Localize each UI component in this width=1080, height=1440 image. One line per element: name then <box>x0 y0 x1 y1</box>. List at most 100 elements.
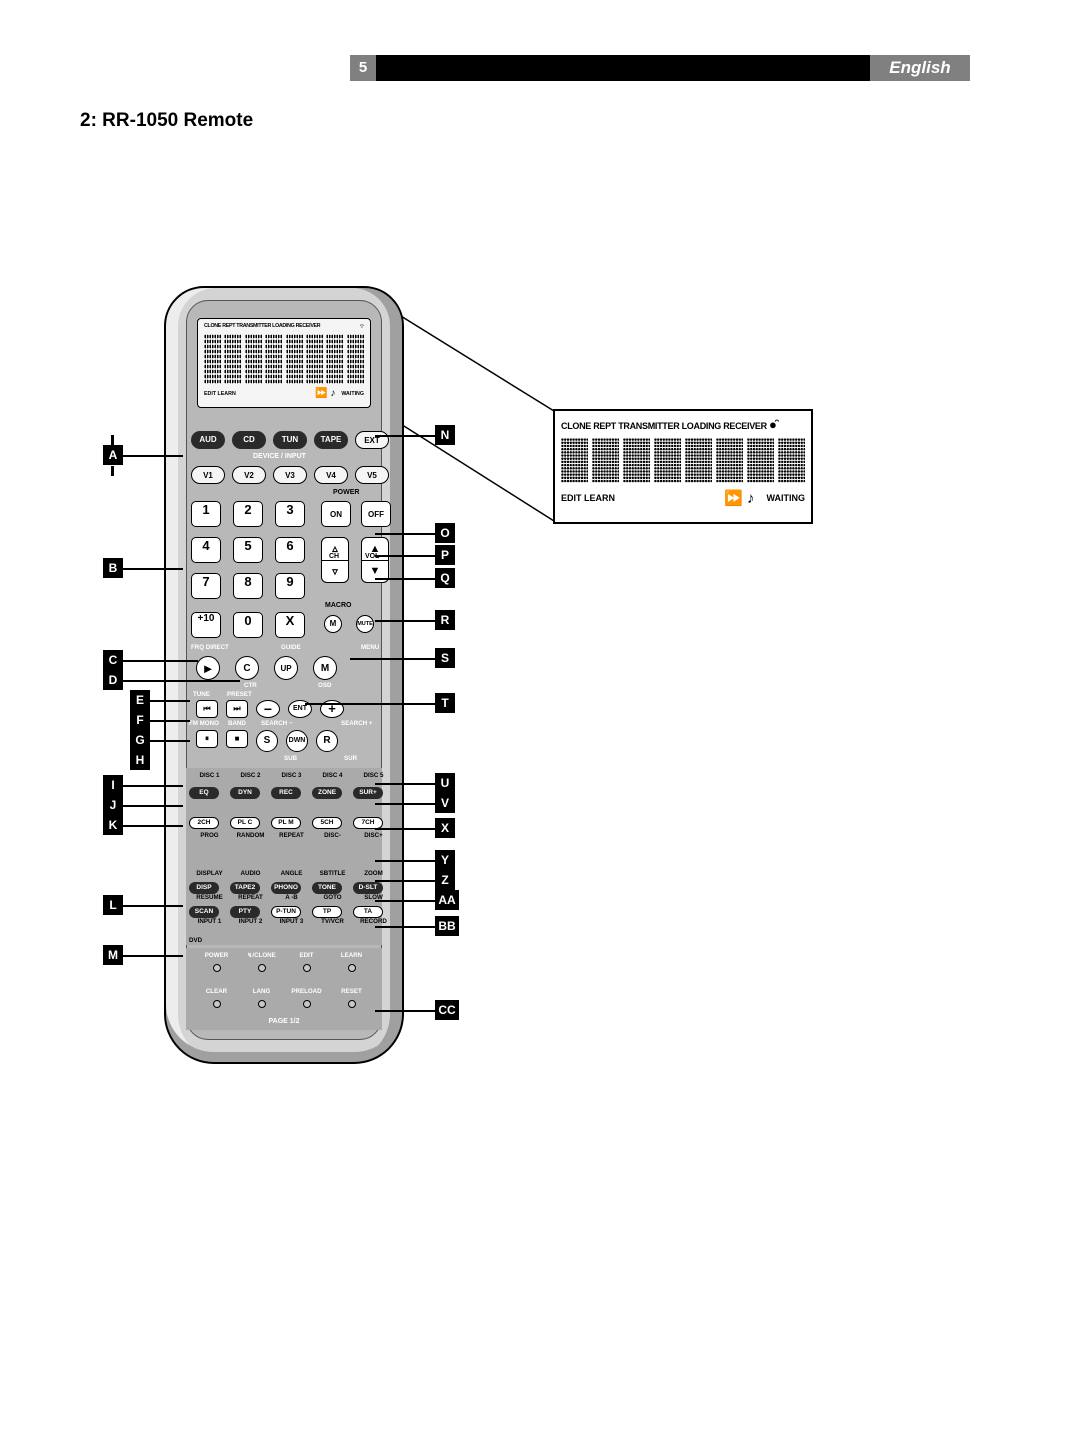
nav-c[interactable]: C <box>235 656 259 680</box>
lbl-sm: SEARCH − <box>261 720 292 727</box>
vol-rocker[interactable]: ▲ ▼ <box>361 537 389 583</box>
callout-O: O <box>435 523 455 543</box>
rec[interactable]: REC <box>271 787 301 799</box>
language: English <box>870 55 970 81</box>
lbl-guide: GUIDE <box>281 644 301 651</box>
macro-m[interactable]: M <box>324 615 342 633</box>
nav-r[interactable]: R <box>316 730 338 752</box>
nav-minus[interactable]: − <box>256 700 280 718</box>
lbl-osd: OSD <box>318 682 331 689</box>
callout-CC: CC <box>435 1000 459 1020</box>
num-2[interactable]: 2 <box>233 501 263 527</box>
btn-aud[interactable]: AUD <box>191 431 225 449</box>
num-4[interactable]: 4 <box>191 537 221 563</box>
callout-B: B <box>103 558 123 578</box>
btn-v1[interactable]: V1 <box>191 466 225 484</box>
power-on[interactable]: ON <box>321 501 351 527</box>
b-clone[interactable] <box>258 964 266 972</box>
btn-tape[interactable]: TAPE <box>314 431 348 449</box>
b-lang[interactable] <box>258 1000 266 1008</box>
eq[interactable]: EQ <box>189 787 219 799</box>
2ch[interactable]: 2CH <box>189 817 219 829</box>
btn-v4[interactable]: V4 <box>314 466 348 484</box>
btn-v3[interactable]: V3 <box>273 466 307 484</box>
stop[interactable]: ■ <box>226 730 248 748</box>
btn-ext[interactable]: EXT <box>355 431 389 449</box>
power-label: POWER <box>333 489 359 496</box>
btn-tun[interactable]: TUN <box>273 431 307 449</box>
play[interactable]: ► <box>196 656 220 680</box>
num-0[interactable]: 0 <box>233 612 263 638</box>
callout-R: R <box>435 610 455 630</box>
num-3[interactable]: 3 <box>275 501 305 527</box>
callout-I: I <box>103 775 123 795</box>
tone[interactable]: TONE <box>312 882 342 894</box>
num-x[interactable]: X <box>275 612 305 638</box>
btn-v5[interactable]: V5 <box>355 466 389 484</box>
callout-U: U <box>435 773 455 793</box>
ch-rocker[interactable]: ▵ ▿ <box>321 537 349 583</box>
callout-M: M <box>103 945 123 965</box>
ptun[interactable]: P-TUN <box>271 906 301 918</box>
plc[interactable]: PL C <box>230 817 260 829</box>
pty[interactable]: PTY <box>230 906 260 918</box>
dyn[interactable]: DYN <box>230 787 260 799</box>
callout-P: P <box>435 545 455 565</box>
num-7[interactable]: 7 <box>191 573 221 599</box>
power-off[interactable]: OFF <box>361 501 391 527</box>
callout-S: S <box>435 648 455 668</box>
mute[interactable]: MUTE <box>356 615 374 633</box>
nav-s[interactable]: S <box>256 730 278 752</box>
b-preload[interactable] <box>303 1000 311 1008</box>
surplus[interactable]: SUR+ <box>353 787 383 799</box>
btn-cd[interactable]: CD <box>232 431 266 449</box>
prev[interactable]: ⏮ <box>196 700 218 718</box>
num-8[interactable]: 8 <box>233 573 263 599</box>
plm[interactable]: PL M <box>271 817 301 829</box>
num-1[interactable]: 1 <box>191 501 221 527</box>
zone[interactable]: ZONE <box>312 787 342 799</box>
remote-body: CLONE REPT TRANSMITTER LOADING RECEIVER … <box>164 286 404 1064</box>
lbl-band: BAND <box>228 720 246 727</box>
lbl-sub: SUB <box>284 755 297 762</box>
num-6[interactable]: 6 <box>275 537 305 563</box>
dslt[interactable]: D-SLT <box>353 882 383 894</box>
callout-J: J <box>103 795 123 815</box>
lbl-menu: MENU <box>361 644 379 651</box>
pause[interactable]: ⏸ <box>196 730 218 748</box>
tp[interactable]: TP <box>312 906 342 918</box>
5ch[interactable]: 5CH <box>312 817 342 829</box>
nav-up[interactable]: UP <box>274 656 298 680</box>
btn-v2[interactable]: V2 <box>232 466 266 484</box>
b-reset[interactable] <box>348 1000 356 1008</box>
macro-label: MACRO <box>325 602 351 609</box>
ta[interactable]: TA <box>353 906 383 918</box>
device-row1: AUD CD TUN TAPE EXT <box>191 431 396 449</box>
phono[interactable]: PHONO <box>271 882 301 894</box>
b-edit[interactable] <box>303 964 311 972</box>
lcd-top: CLONE REPT TRANSMITTER LOADING RECEIVER <box>204 323 320 330</box>
lbl-ctr: CTR <box>244 682 257 689</box>
page-title: 2: RR-1050 Remote <box>80 110 253 132</box>
callout-AA: AA <box>435 890 459 910</box>
b-learn[interactable] <box>348 964 356 972</box>
next[interactable]: ⏭ <box>226 700 248 718</box>
nav-r1: ► C UP M <box>196 656 337 680</box>
callout-V: V <box>435 793 455 813</box>
b-clear[interactable] <box>213 1000 221 1008</box>
ch-down: ▿ <box>322 561 348 583</box>
numpad-r3: 7 8 9 <box>191 573 317 599</box>
lcd: CLONE REPT TRANSMITTER LOADING RECEIVER … <box>197 318 371 408</box>
num-9[interactable]: 9 <box>275 573 305 599</box>
nav-m[interactable]: M <box>313 656 337 680</box>
num-plus10[interactable]: +10 <box>191 612 221 638</box>
b-power[interactable] <box>213 964 221 972</box>
nav-dwn[interactable]: DWN <box>286 730 308 752</box>
numpad-r4: +10 0 X <box>191 612 317 638</box>
disp[interactable]: DISP <box>189 882 219 894</box>
tape2[interactable]: TAPE2 <box>230 882 260 894</box>
lbl-frq: FRQ DIRECT <box>191 644 229 651</box>
num-5[interactable]: 5 <box>233 537 263 563</box>
scan[interactable]: SCAN <box>189 906 219 918</box>
lcd-note: ⏩ ♪ <box>315 388 335 399</box>
